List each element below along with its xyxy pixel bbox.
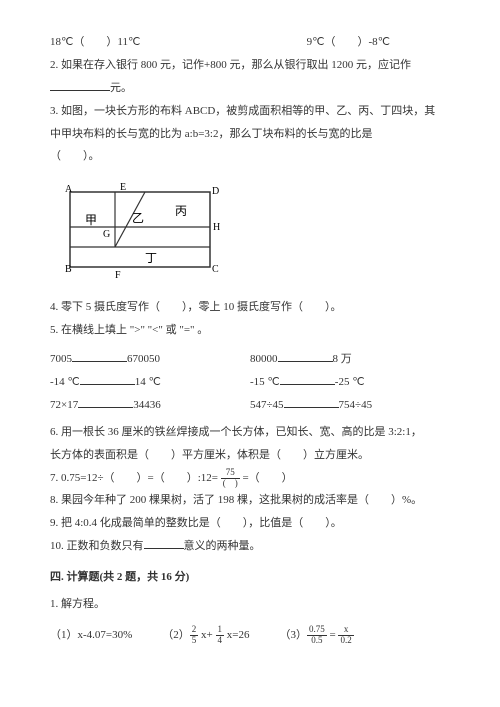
q5-row2: -14 ℃ 14 ℃ -15 ℃ -25 ℃ [50, 372, 450, 393]
q5r3b2: 754÷45 [339, 399, 373, 411]
q2-line2: 元。 [50, 78, 450, 99]
q5r3a1: 72×17 [50, 399, 78, 411]
svg-text:A: A [65, 184, 73, 195]
diagram: A E D B F C G H 甲 乙 丙 丁 [60, 182, 450, 282]
q10: 10. 正数和负数只有 意义的两种量。 [50, 536, 450, 557]
q5r3b1: 547÷45 [250, 399, 284, 411]
q3-line1: 3. 如图，一块长方形的布料 ABCD，被剪成面积相等的甲、乙、丙、丁四块，其 [50, 101, 450, 122]
svg-text:F: F [115, 270, 121, 281]
svg-text:乙: 乙 [132, 211, 144, 225]
eq2-mid: x+ [198, 629, 215, 641]
blank [78, 395, 133, 408]
q9: 9. 把 4:0.4 化成最简单的整数比是（ ），比值是（ ）。 [50, 513, 450, 534]
q10-pre: 10. 正数和负数只有 [50, 540, 144, 552]
d: 5 [190, 636, 199, 646]
q5r2a2: 14 ℃ [135, 376, 161, 388]
q1-row: 18℃（ ）11℃ 9℃（ ）-8℃ [50, 32, 450, 53]
q5r1b2: 8 万 [333, 353, 352, 365]
rect-diagram: A E D B F C G H 甲 乙 丙 丁 [60, 182, 230, 282]
q5r2b1: -15 ℃ [250, 376, 280, 388]
blank [278, 349, 333, 362]
eq3-f2: x0.2 [338, 625, 353, 646]
blank [72, 349, 127, 362]
blank [280, 372, 335, 385]
q6-line2: 长方体的表面积是（ ）平方厘米，体积是（ ）立方厘米。 [50, 445, 450, 466]
svg-text:B: B [65, 264, 72, 275]
q2-line1: 2. 如果在存入银行 800 元，记作+800 元，那么从银行取出 1200 元… [50, 55, 450, 76]
svg-text:甲: 甲 [85, 213, 97, 227]
svg-text:H: H [213, 222, 220, 233]
blank [80, 372, 135, 385]
q5r3a2: 34436 [133, 399, 161, 411]
q7-pre: 7. 0.75=12÷（ ）=（ ）:12= [50, 472, 218, 484]
q5r2a1: -14 ℃ [50, 376, 80, 388]
q8: 8. 果园今年种了 200 棵果树，活了 198 棵，这批果树的成活率是（ ）%… [50, 490, 450, 511]
frac-num: 75 [221, 468, 240, 479]
svg-text:D: D [212, 186, 219, 197]
svg-text:G: G [103, 229, 110, 240]
eq2-f2: 14 [216, 625, 225, 646]
d: 0.5 [307, 636, 327, 646]
eq3-f1: 0.750.5 [307, 625, 327, 646]
section4-title: 四. 计算题(共 2 题，共 16 分) [50, 567, 450, 588]
svg-text:E: E [120, 182, 126, 193]
blank [284, 395, 339, 408]
q5r1a1: 7005 [50, 353, 72, 365]
q5-row3: 72×17 34436 547÷45 754÷45 [50, 395, 450, 416]
q5r1a2: 670050 [127, 353, 160, 365]
calc1: 1. 解方程。 [50, 594, 450, 615]
eq3: （3）0.750.5 = x0.2 [279, 625, 353, 646]
q3-line3: （ ）。 [50, 146, 450, 167]
eq2-pre: （2） [162, 629, 190, 641]
q2-blank [50, 78, 110, 91]
eq2-f1: 25 [190, 625, 199, 646]
q5-intro: 5. 在横线上填上 ">" "<" 或 "=" 。 [50, 320, 450, 341]
q7: 7. 0.75=12÷（ ）=（ ）:12= 75 ( ) =（ ） [50, 468, 450, 489]
equations: （1）x-4.07=30% （2）25 x+ 14 x=26 （3）0.750.… [50, 625, 450, 646]
q7-post: =（ ） [242, 472, 292, 484]
q3-line2: 中甲块布料的长与宽的比为 a:b=3:2，那么丁块布料的长与宽的比是 [50, 124, 450, 145]
eq3-pre: （3） [279, 629, 307, 641]
d: 0.2 [338, 636, 353, 646]
q7-frac: 75 ( ) [221, 468, 240, 489]
svg-text:丙: 丙 [175, 204, 187, 218]
q6-line1: 6. 用一根长 36 厘米的铁丝焊接成一个长方体，已知长、宽、高的比是 3:2:… [50, 422, 450, 443]
svg-text:C: C [212, 264, 219, 275]
eq3-eq: = [327, 629, 339, 641]
q1-right: 9℃（ ）-8℃ [307, 32, 390, 53]
q4: 4. 零下 5 摄氏度写作（ ），零上 10 摄氏度写作（ ）。 [50, 297, 450, 318]
eq1: （1）x-4.07=30% [50, 625, 132, 646]
frac-den: ( ) [221, 479, 240, 489]
q10-blank [144, 536, 184, 549]
q10-post: 意义的两种量。 [184, 540, 261, 552]
q5r1b1: 80000 [250, 353, 278, 365]
svg-text:丁: 丁 [145, 251, 157, 265]
q5r2b2: -25 ℃ [335, 376, 365, 388]
d: 4 [216, 636, 225, 646]
eq2: （2）25 x+ 14 x=26 [162, 625, 249, 646]
eq2-post: x=26 [224, 629, 249, 641]
q5-row1: 7005 670050 80000 8 万 [50, 349, 450, 370]
q1-left: 18℃（ ）11℃ [50, 32, 140, 53]
q2-unit: 元。 [110, 82, 132, 94]
